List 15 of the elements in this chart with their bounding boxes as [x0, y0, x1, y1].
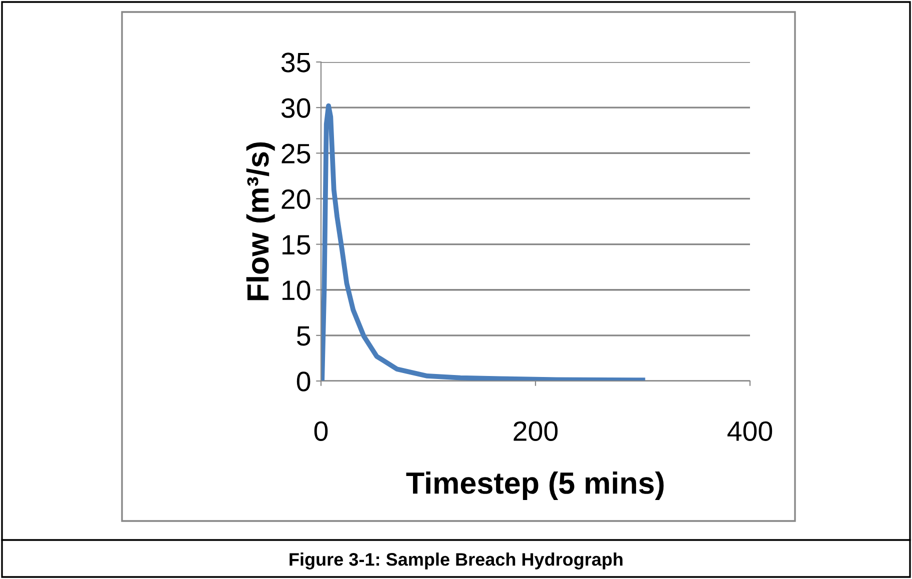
- y-tick-label: 25: [282, 144, 310, 164]
- y-tick-label: 15: [282, 235, 310, 255]
- y-tick-label: 0: [296, 372, 310, 392]
- x-tick-label: 200: [514, 421, 558, 441]
- caption: Figure 3-1: Sample Breach Hydrograph: [290, 552, 622, 570]
- x-tick-label: 0: [314, 421, 328, 441]
- y-tick-label: 35: [281, 52, 310, 72]
- y-tick-label: 30: [281, 98, 310, 118]
- line-series: [321, 103, 646, 381]
- x-axis-title: Timestep (5 mins): [406, 471, 664, 500]
- x-tick-label: 400: [727, 421, 772, 441]
- y-tick-label: 5: [296, 326, 310, 346]
- y-tick-label: 20: [282, 189, 310, 210]
- y-axis-title: Flow (m³/s): [246, 142, 275, 300]
- y-tick-label: 10: [282, 280, 310, 300]
